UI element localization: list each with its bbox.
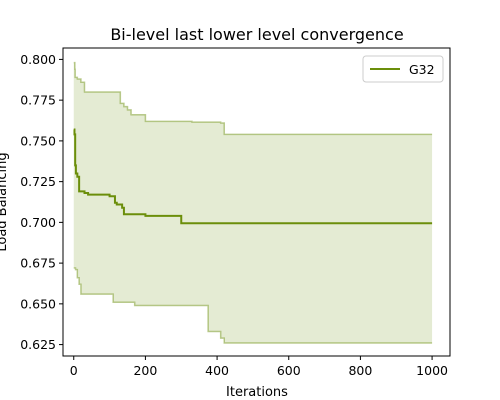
legend: G32 <box>362 55 444 83</box>
plot-frame <box>62 47 451 357</box>
y-tick-label: 0.775 <box>20 93 56 108</box>
y-tick-label: 0.725 <box>20 174 56 189</box>
legend-label-g32: G32 <box>409 62 435 77</box>
x-tick-label: 400 <box>205 363 229 378</box>
mean-line-g32 <box>73 128 433 225</box>
y-axis-ticks: 0.625 0.650 0.675 0.700 0.725 0.750 0.775 0.800 <box>20 52 63 352</box>
y-tick-label: 0.700 <box>20 215 56 230</box>
x-tick-label: 1000 <box>416 363 448 378</box>
lower-bound-line-g32 <box>73 267 433 344</box>
band-layer <box>73 61 433 344</box>
y-tick-label: 0.625 <box>20 337 56 352</box>
x-axis-label: Iterations <box>226 385 288 400</box>
line-layer <box>73 128 433 225</box>
y-tick-label: 0.750 <box>20 133 56 148</box>
upper-bound-line-g32 <box>73 61 433 136</box>
y-tick-label: 0.675 <box>20 256 56 271</box>
band-fill-g32 <box>73 62 433 343</box>
y-axis-label: Load Balancing <box>0 152 10 251</box>
x-tick-label: 600 <box>277 363 301 378</box>
x-axis-ticks: 0 200 400 600 800 1000 <box>70 356 448 378</box>
y-tick-label: 0.800 <box>20 52 56 67</box>
x-tick-label: 200 <box>133 363 157 378</box>
legend-box <box>362 55 444 83</box>
y-tick-label: 0.650 <box>20 296 56 311</box>
x-tick-label: 800 <box>348 363 372 378</box>
x-tick-label: 0 <box>70 363 78 378</box>
chart-title: Bi-level last lower level convergence <box>110 25 403 44</box>
